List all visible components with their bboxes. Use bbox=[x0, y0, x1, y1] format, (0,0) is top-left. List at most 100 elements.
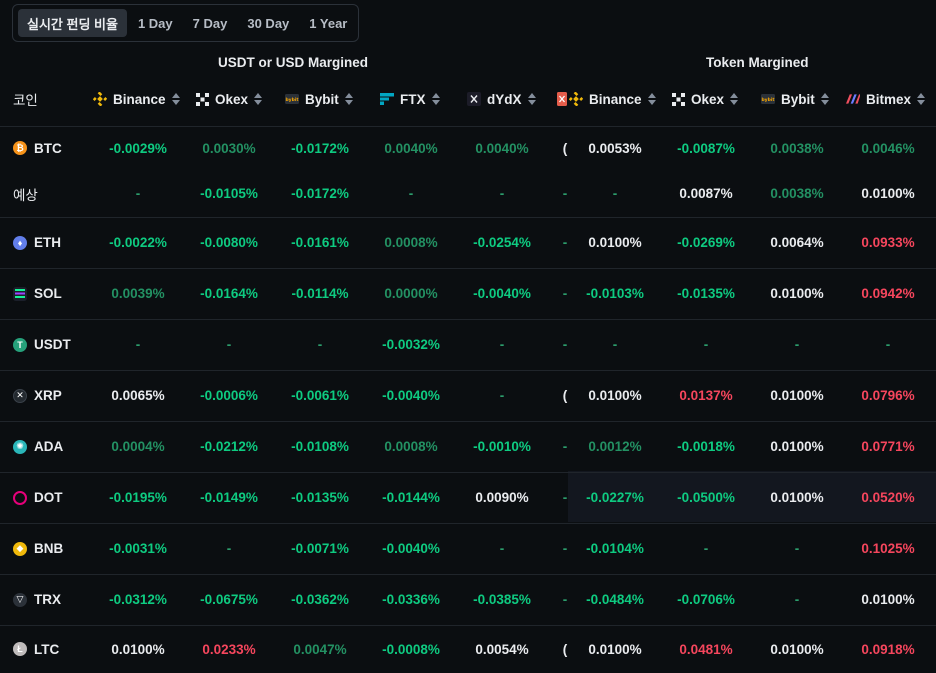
header-bybit-usdt[interactable]: bybit Bybit bbox=[285, 72, 353, 126]
sort-icon bbox=[527, 92, 536, 106]
svg-text:bybit: bybit bbox=[761, 97, 775, 103]
table-header: 코인 Binance Okex bybit Bybit FTX dYdX Bin… bbox=[0, 72, 936, 127]
truncated-cell: - bbox=[562, 592, 568, 607]
table-row: ◆ BNB -0.0031% - -0.0071% -0.0040% - -0.0104% - -… bbox=[0, 523, 936, 575]
binance-icon bbox=[93, 92, 107, 106]
rate-cell: -0.0675% bbox=[200, 592, 258, 607]
rate-cell: -0.0227% bbox=[586, 490, 644, 505]
coin-label: XRP bbox=[34, 388, 62, 403]
coin-cell[interactable]: T USDT bbox=[13, 319, 71, 370]
rate-cell: - bbox=[499, 541, 505, 556]
rate-cell: -0.0254% bbox=[473, 235, 531, 250]
rate-cell: 0.0008% bbox=[384, 235, 438, 250]
tab-1-day[interactable]: 1 Day bbox=[137, 15, 173, 31]
sort-icon bbox=[820, 92, 829, 106]
truncated-cell: - bbox=[562, 337, 568, 352]
truncated-cell: ( bbox=[562, 388, 568, 403]
rate-cell: -0.0040% bbox=[382, 388, 440, 403]
rate-cell: - bbox=[226, 337, 232, 352]
coin-cell[interactable]: SOL bbox=[13, 268, 62, 319]
coin-label: BNB bbox=[34, 541, 64, 556]
tab-7-day[interactable]: 7 Day bbox=[192, 15, 228, 31]
rate-cell: -0.0029% bbox=[109, 140, 167, 156]
tab-realtime[interactable]: 실시간 펀딩 비율 bbox=[18, 9, 127, 37]
rate-cell: - bbox=[226, 541, 232, 556]
rate-cell: -0.0032% bbox=[382, 337, 440, 352]
sort-icon bbox=[730, 92, 739, 106]
tab-30-day[interactable]: 30 Day bbox=[247, 15, 290, 31]
rate-cell: 0.0004% bbox=[111, 439, 165, 454]
table-row: ♦ ETH -0.0022% -0.0080% -0.0161% 0.0008% -0.02… bbox=[0, 217, 936, 269]
header-binance-usdt[interactable]: Binance bbox=[93, 72, 180, 126]
rate-cell: -0.0312% bbox=[109, 592, 167, 607]
rate-cell: 0.0040% bbox=[384, 140, 438, 156]
coin-cell[interactable]: Ł LTC bbox=[13, 625, 59, 673]
rate-cell: - bbox=[612, 186, 618, 201]
table-row: ₿ BTC -0.0029% 0.0030% -0.0172% 0.0040% 0.0040… bbox=[0, 126, 936, 170]
coin-cell[interactable]: ✕ XRP bbox=[13, 370, 62, 421]
rate-cell: -0.0040% bbox=[382, 541, 440, 556]
header-dydx-usdt[interactable]: dYdX bbox=[467, 72, 536, 126]
coin-cell[interactable]: ₿ BTC bbox=[13, 126, 62, 170]
exchange-logo-icon bbox=[557, 92, 567, 106]
coin-cell[interactable]: ▽ TRX bbox=[13, 574, 61, 625]
rate-cell: - bbox=[499, 388, 505, 403]
coin-label: ADA bbox=[34, 439, 64, 454]
coin-cell[interactable]: ✺ ADA bbox=[13, 421, 63, 472]
rate-cell: -0.0706% bbox=[677, 592, 735, 607]
rate-cell: - bbox=[135, 337, 141, 352]
header-binance-token[interactable]: Binance bbox=[569, 72, 656, 126]
header-ftx-usdt[interactable]: FTX bbox=[380, 72, 440, 126]
header-okex-usdt[interactable]: Okex bbox=[195, 72, 263, 126]
rate-cell: 0.0100% bbox=[588, 235, 642, 250]
coin-column-header: 코인 bbox=[13, 93, 38, 108]
rate-cell: 0.0137% bbox=[679, 388, 733, 403]
rate-cell: 0.0100% bbox=[770, 439, 824, 454]
rate-cell: 0.0064% bbox=[770, 235, 824, 250]
ftx-icon bbox=[380, 92, 394, 106]
rate-cell: -0.0149% bbox=[200, 490, 258, 505]
rate-cell: 0.0100% bbox=[588, 388, 642, 403]
rate-cell: 0.0087% bbox=[679, 186, 733, 201]
bybit-icon: bybit bbox=[285, 92, 299, 106]
coin-cell[interactable]: ♦ ETH bbox=[13, 217, 61, 268]
rate-cell: 0.0100% bbox=[588, 641, 642, 657]
sort-icon bbox=[431, 92, 440, 106]
rate-cell: - bbox=[499, 186, 505, 201]
token-margined-title: Token Margined bbox=[706, 55, 809, 70]
header-bitmex-token[interactable]: Bitmex bbox=[846, 72, 926, 126]
rate-cell: - bbox=[885, 337, 891, 352]
coin-cell[interactable]: ◆ BNB bbox=[13, 523, 63, 574]
coin-label: LTC bbox=[34, 641, 60, 657]
rate-cell: -0.0500% bbox=[677, 490, 735, 505]
rate-cell: 0.0942% bbox=[861, 286, 915, 301]
coin-cell[interactable]: DOT bbox=[13, 472, 63, 523]
rate-cell: -0.0040% bbox=[473, 286, 531, 301]
trx-icon: ▽ bbox=[13, 592, 27, 607]
rate-cell: - bbox=[317, 337, 323, 352]
tab-1-year[interactable]: 1 Year bbox=[309, 15, 348, 31]
rate-cell: -0.0484% bbox=[586, 592, 644, 607]
table-row: ▽ TRX -0.0312% -0.0675% -0.0362% -0.0336% -0.0… bbox=[0, 574, 936, 626]
truncated-cell: ( bbox=[562, 140, 568, 156]
rate-cell: 0.1025% bbox=[861, 541, 915, 556]
coin-cell[interactable]: 예상 bbox=[13, 170, 38, 217]
rate-cell: - bbox=[612, 337, 618, 352]
sort-icon bbox=[647, 92, 656, 106]
svg-text:bybit: bybit bbox=[285, 97, 299, 103]
xrp-icon: ✕ bbox=[13, 388, 27, 403]
header-bybit-token[interactable]: bybit Bybit bbox=[761, 72, 829, 126]
header-okex-token[interactable]: Okex bbox=[671, 72, 739, 126]
rate-cell: 0.0054% bbox=[475, 641, 529, 657]
usdt-icon: T bbox=[13, 337, 27, 352]
rate-cell: -0.0008% bbox=[382, 641, 440, 657]
rate-cell: 0.0065% bbox=[111, 388, 165, 403]
rate-cell: -0.0161% bbox=[291, 235, 349, 250]
bnb-icon: ◆ bbox=[13, 541, 27, 556]
rate-cell: -0.0144% bbox=[382, 490, 440, 505]
rate-cell: -0.0336% bbox=[382, 592, 440, 607]
rate-cell: 0.0233% bbox=[202, 641, 256, 657]
rate-cell: 0.0008% bbox=[384, 439, 438, 454]
ltc-icon: Ł bbox=[13, 642, 27, 656]
rate-cell: -0.0087% bbox=[677, 140, 735, 156]
